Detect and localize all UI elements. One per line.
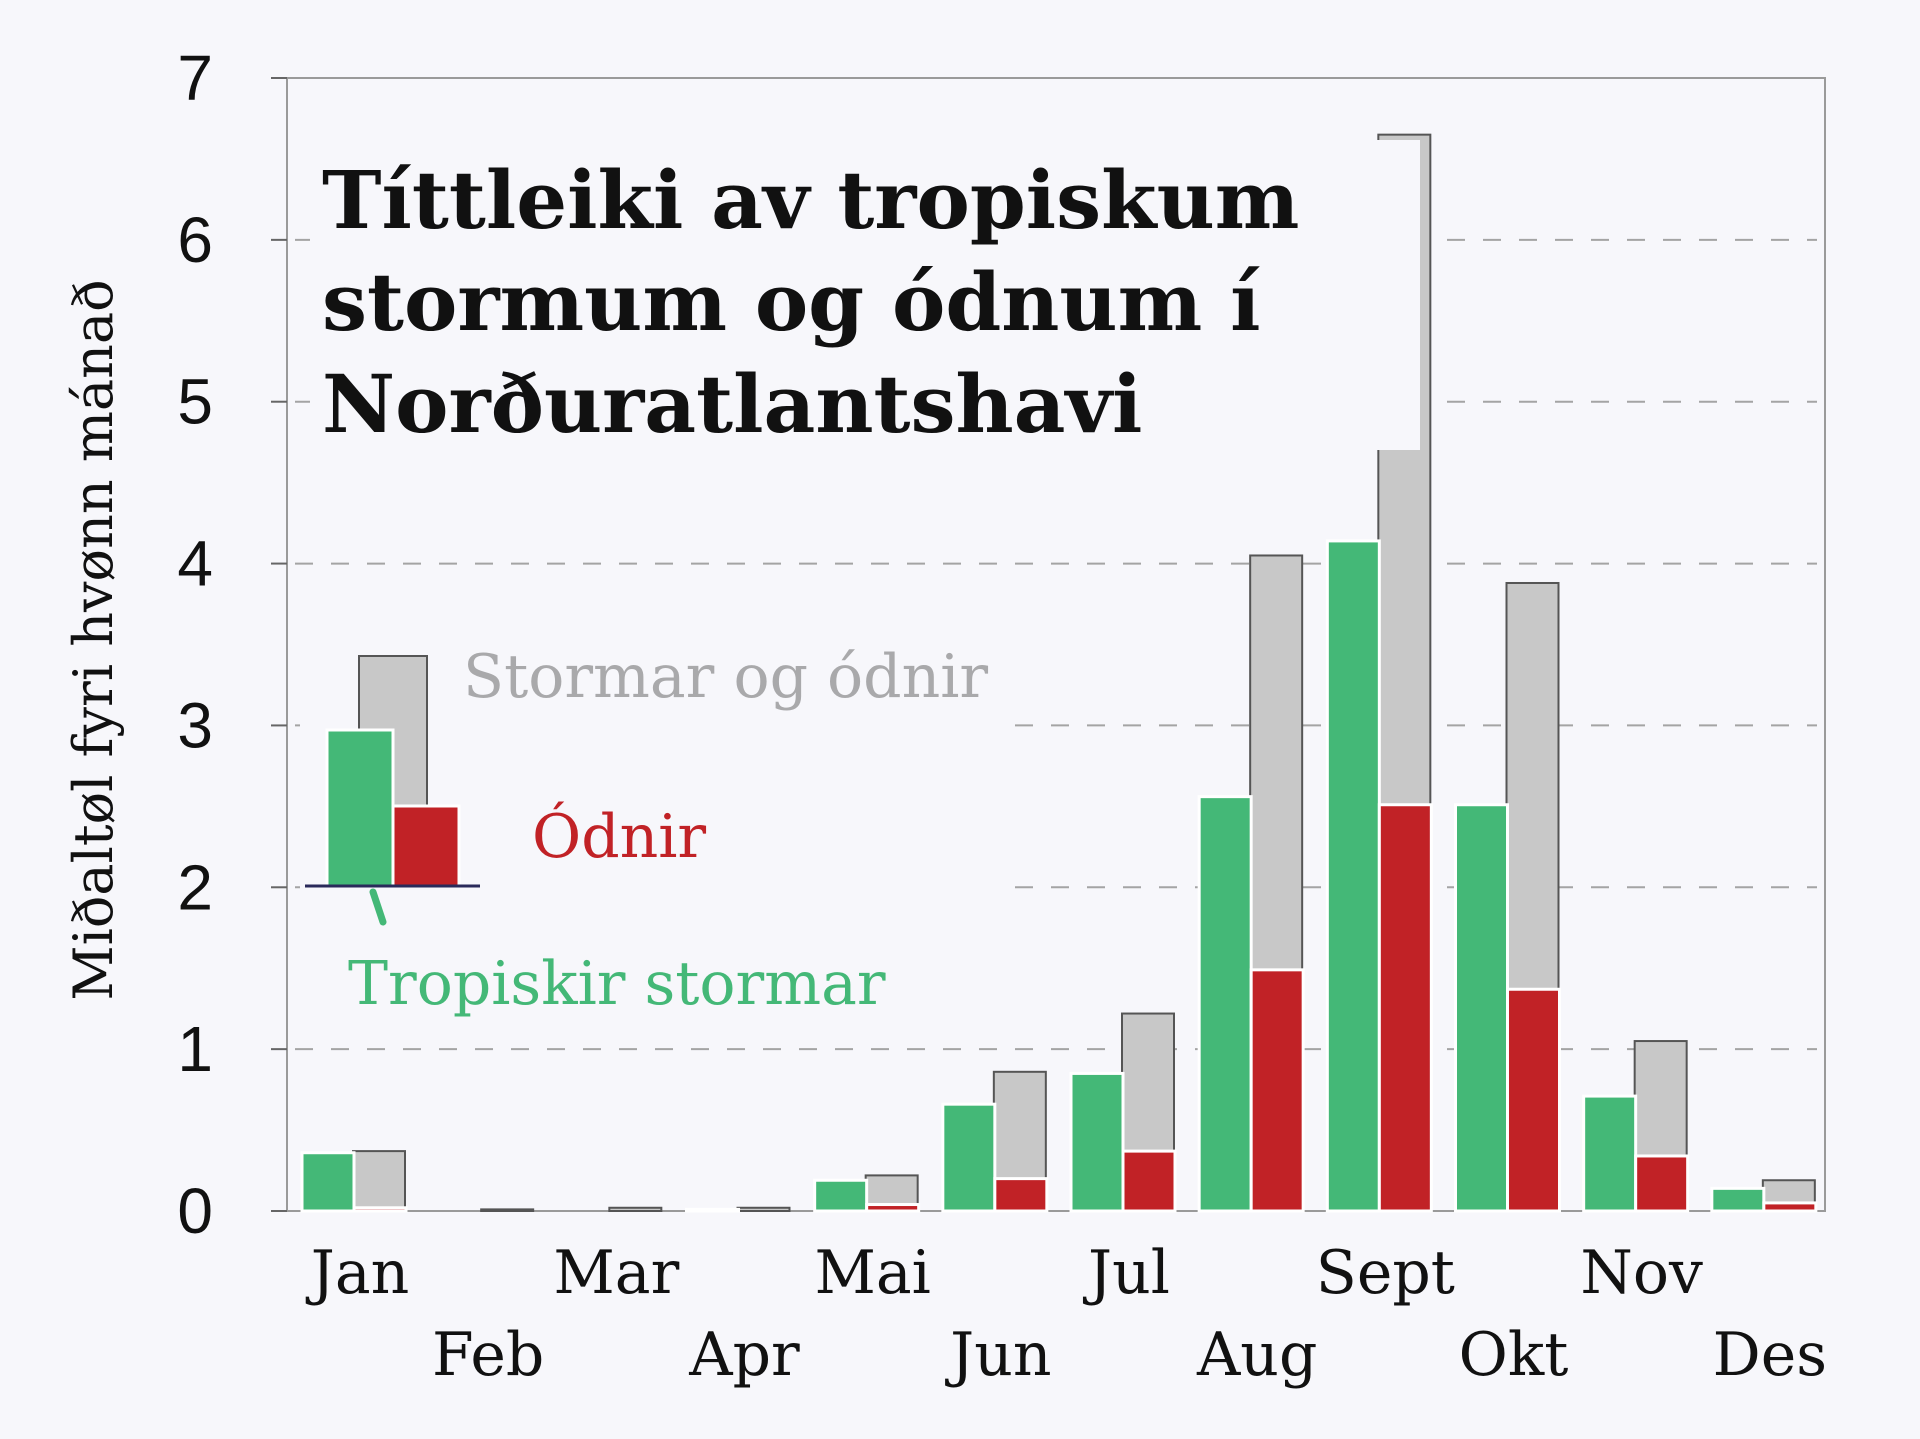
bar-group-feb [480,1208,535,1213]
bar-tropical-storms [1710,1186,1766,1213]
bar-storms [352,1150,406,1213]
legend-label-tropical: Tropiskir stormar [348,949,886,1019]
bar-storms [608,1206,663,1212]
title-line-3: Norðuratlantshavi [322,357,1142,451]
bar-tropical-storms [813,1178,869,1213]
bar-group-jun [941,1070,1049,1213]
bar-hurricanes [1121,1149,1177,1213]
legend-label-hurricanes: Ódnir [532,800,706,872]
bar-tropical-storms [300,1151,356,1213]
legend-swatch-tropical [325,728,395,888]
bar-hurricanes [993,1177,1049,1213]
bar-hurricanes [865,1203,921,1213]
x-tick-label: Mar [553,1238,679,1308]
title-background [310,140,1420,450]
bar-hurricanes [352,1206,408,1213]
bar-hurricanes [1377,803,1433,1213]
title-line-1: Títtleiki av tropiskum [322,153,1299,247]
legend-label-storms: Stormar og ódnir [463,642,988,712]
x-tick-label: Sept [1316,1238,1455,1308]
legend-pointer [369,888,387,926]
bar-tropical-storms [1197,795,1253,1213]
x-tick-label: Feb [432,1320,544,1390]
bar-tropical-storms [1325,539,1381,1213]
y-tick-label: 0 [177,1175,213,1247]
y-tick-label: 1 [177,1013,213,1085]
bar-group-aug [1197,554,1305,1213]
x-tick-label: Mai [814,1238,930,1308]
bar-group-apr [685,1206,791,1213]
x-tick-label: Apr [688,1320,800,1390]
bar-group-nov [1582,1040,1690,1213]
bar-group-mar [608,1206,663,1212]
y-tick-label: 2 [177,851,213,923]
bar-hurricanes [1506,987,1561,1213]
y-ticks: 0 1 2 3 4 5 6 7 [177,42,287,1247]
y-tick-label: 4 [177,528,213,600]
x-tick-label: Des [1713,1320,1827,1390]
y-tick-label: 6 [177,204,213,276]
x-tick-label: Nov [1580,1238,1703,1308]
bar-storms [736,1206,791,1212]
y-tick-label: 3 [177,689,213,761]
title-line-2: stormum og ódnum í [322,255,1260,349]
bar-tropical-storms [1069,1071,1125,1213]
legend-swatch-hurricanes [391,804,461,888]
x-tick-label: Jun [944,1320,1051,1390]
bar-group-mai [813,1174,921,1213]
y-tick-label: 7 [177,42,213,114]
y-tick-label: 5 [177,366,213,438]
x-tick-label: Okt [1459,1320,1569,1390]
bar-group-jul [1069,1012,1177,1213]
bar-hurricanes [1634,1154,1690,1213]
bar-tropical-storms [1454,803,1509,1213]
bar-group-okt [1454,581,1561,1213]
bar-hurricanes [1249,968,1305,1213]
bar-tropical-storms [685,1207,740,1213]
bar-storms [480,1208,535,1213]
y-axis-label: Miðaltøl fyri hvønn mánað [62,279,125,1000]
x-tick-label: Aug [1196,1320,1317,1390]
bar-hurricanes [1762,1201,1818,1213]
bar-group-jan [300,1150,408,1213]
x-tick-label: Jul [1082,1238,1170,1308]
bar-group-des [1710,1179,1818,1213]
chart-title: Títtleiki av tropiskum stormum og ódnum … [310,140,1420,451]
bar-tropical-storms [941,1102,997,1213]
bar-tropical-storms [1582,1094,1638,1213]
legend: Stormar og ódnir Ódnir Tropiskir stormar [300,640,1000,1030]
x-tick-label: Jan [305,1238,409,1308]
